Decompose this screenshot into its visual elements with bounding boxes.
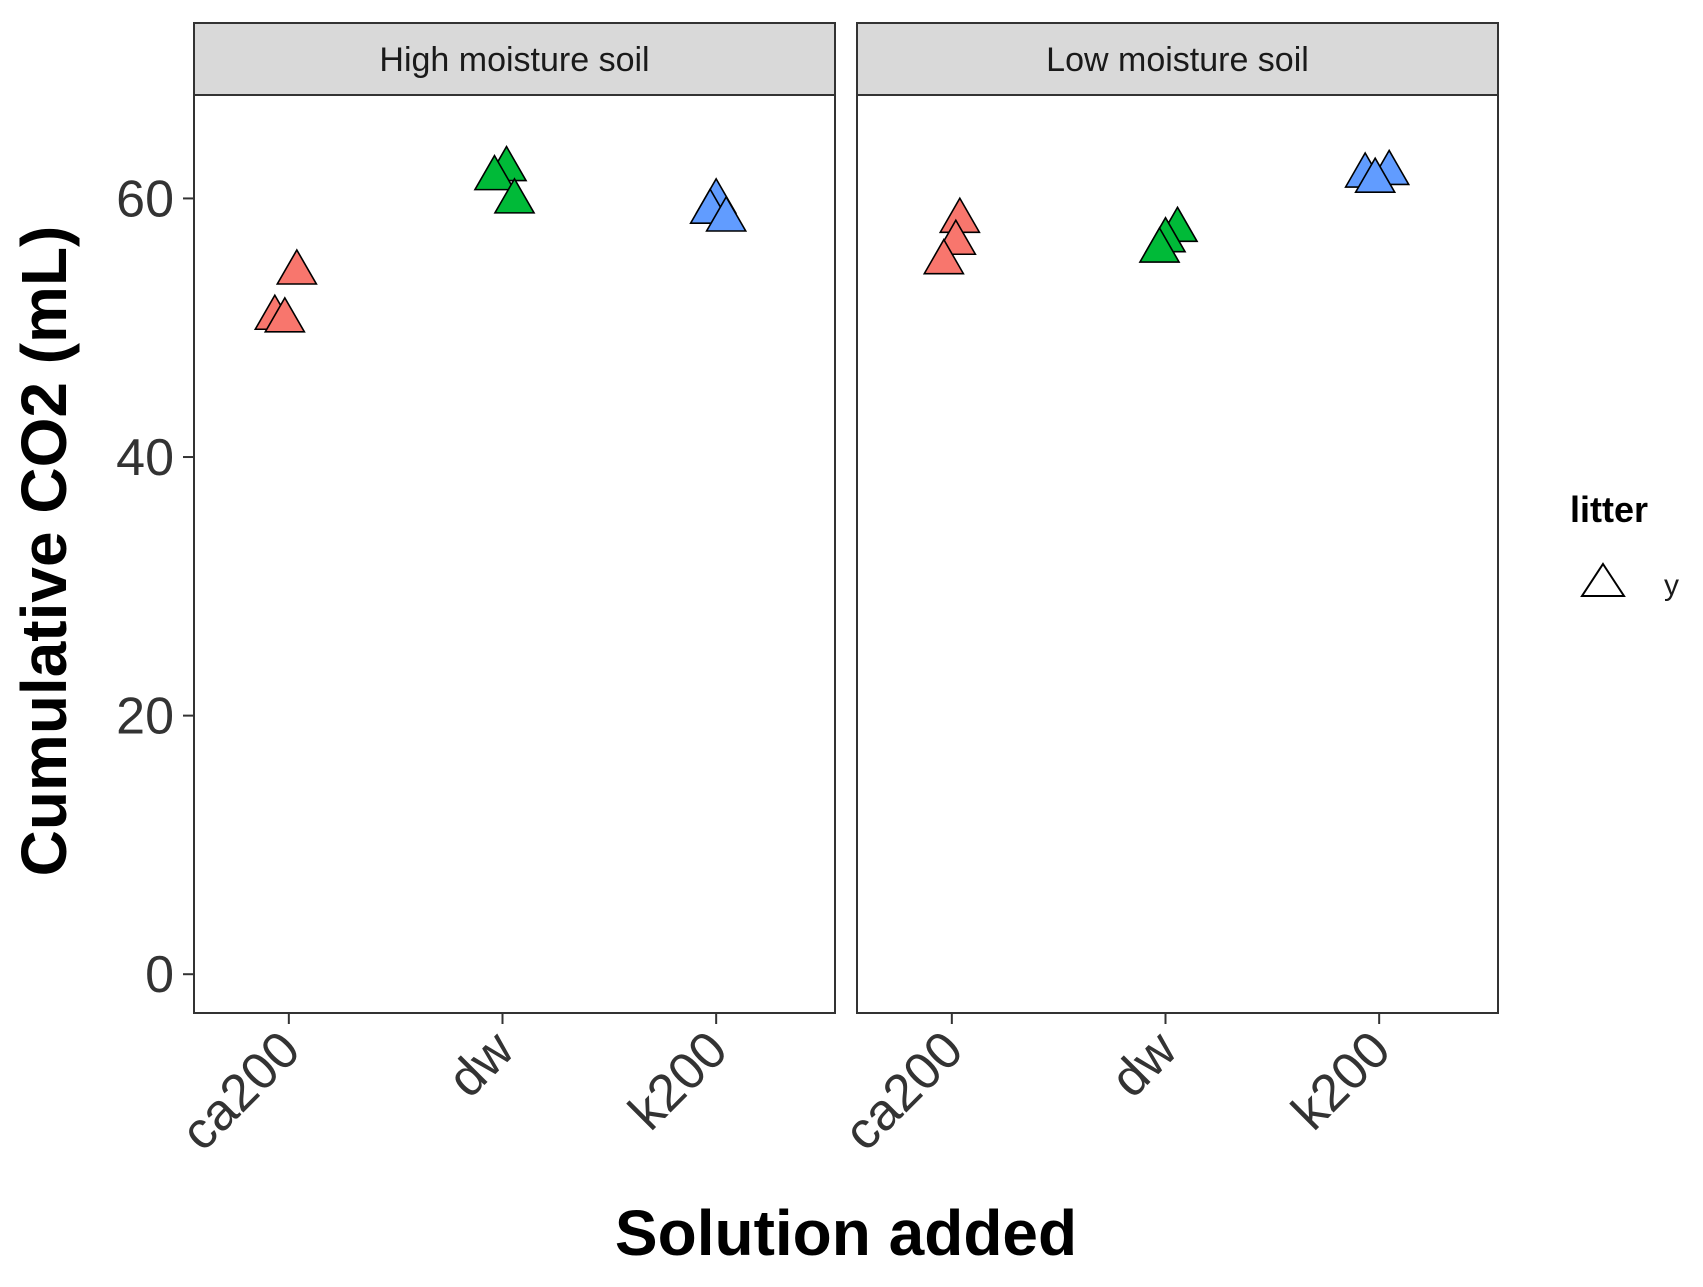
- y-tick-label: 60: [116, 170, 174, 228]
- x-tick-label: k200: [1281, 1020, 1402, 1141]
- y-axis-title: Cumulative CO2 (mL): [8, 226, 80, 877]
- data-point-ca200: [275, 248, 318, 285]
- x-tick-label: dw: [437, 1020, 525, 1108]
- y-tick-label: 40: [116, 429, 174, 487]
- x-tick-label: ca200: [170, 1020, 311, 1161]
- x-tick-label: ca200: [833, 1020, 974, 1161]
- facet-title: Low moisture soil: [1046, 41, 1309, 79]
- facet-strip: [193, 22, 836, 96]
- data-point-ca200: [263, 296, 306, 333]
- x-tick-label: k200: [618, 1020, 739, 1141]
- facet-title: High moisture soil: [379, 41, 649, 79]
- legend-key-triangle: [1580, 562, 1626, 597]
- legend-title: litter: [1570, 489, 1648, 530]
- panels-layer: 0 20 40 60 High moisture soil ca200 dw k200 Low …: [116, 22, 1499, 1162]
- data-point-ca200: [922, 238, 965, 275]
- y-tick-label: 20: [116, 688, 174, 746]
- data-point-dw: [493, 177, 536, 214]
- legend: litter y: [1570, 489, 1679, 602]
- data-point-dw: [1138, 226, 1181, 263]
- panel-border: [193, 94, 836, 1014]
- y-tick-label: 0: [145, 946, 174, 1004]
- data-point-dw: [473, 154, 516, 191]
- data-point-k200: [705, 195, 748, 232]
- x-tick-label: dw: [1100, 1020, 1188, 1108]
- data-point-k200: [1354, 156, 1397, 193]
- legend-label-y: y: [1664, 569, 1679, 602]
- x-axis-title: Solution added: [615, 1197, 1077, 1269]
